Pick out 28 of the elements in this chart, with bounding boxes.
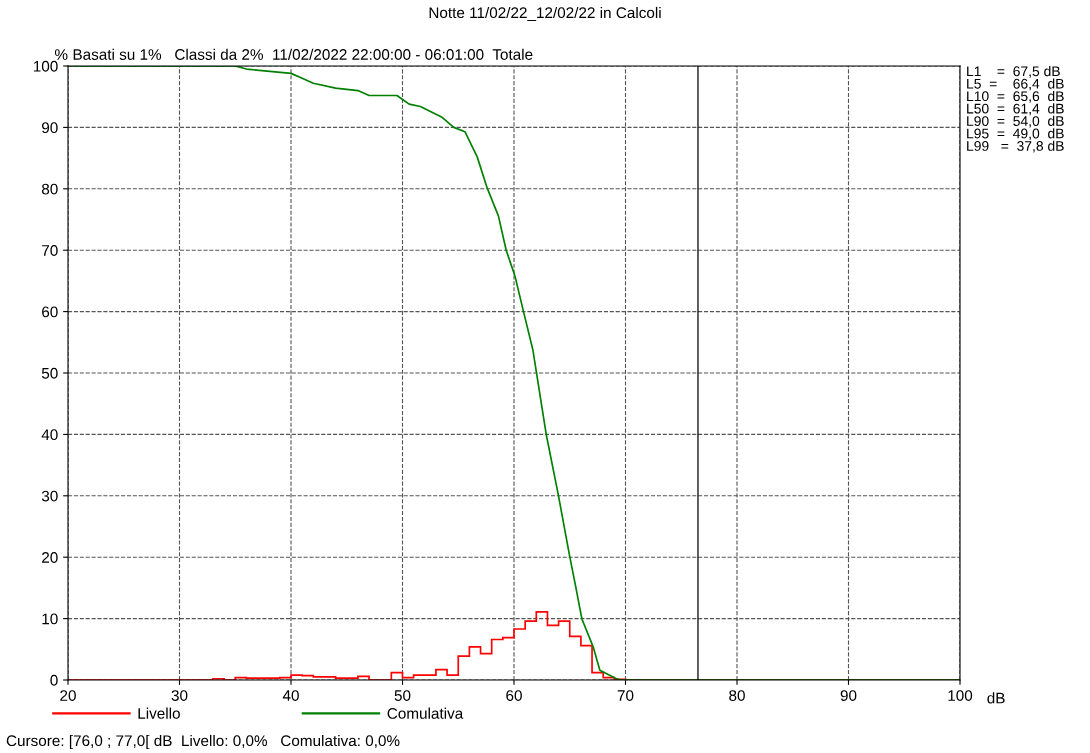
- y-tick-label: 60: [42, 306, 58, 318]
- y-tick-label: 80: [41, 183, 58, 195]
- y-tick-label: 70: [42, 245, 58, 256]
- x-tick-label: 50: [394, 690, 411, 701]
- x-tick-label: 70: [617, 690, 634, 701]
- chart-subtitle: Basati su 1% Classi da 2% 11/02/2022 22:00:00 - 06:01:00 Totale: [73, 48, 533, 60]
- x-tick-label: 40: [282, 690, 299, 701]
- y-tick-label: 10: [42, 613, 58, 625]
- y-tick-label: 90: [42, 122, 58, 134]
- x-tick-label: 30: [171, 690, 188, 701]
- chart-title: Notte 11/02/22_12/02/22 in Calcoli: [429, 6, 661, 21]
- x-tick-label: 60: [506, 690, 522, 701]
- y-tick-label: 30: [41, 490, 58, 502]
- y-axis-title: %: [54, 49, 68, 60]
- y-tick-label: 40: [41, 429, 58, 441]
- legend-label: Comulativa: [387, 707, 464, 719]
- legend-label: Livello: [138, 707, 180, 719]
- y-tick-label: 20: [42, 552, 58, 563]
- x-tick-label: 20: [60, 690, 76, 701]
- text: L1 = 67,5 dB L5 = 66,4 dB L10 = 65,6 dB L50 = 61,4 dB L90 = 54,0 dB L95 = 49,0 dB L99 = 37,8 dB: [967, 66, 1064, 153]
- y-tick-label: 50: [41, 367, 58, 379]
- x-tick-label: 90: [840, 690, 857, 701]
- y-tick-label: 0: [50, 674, 58, 686]
- x-tick-label: 80: [729, 690, 745, 701]
- y-tick-label: 100: [33, 60, 58, 72]
- text: Cursore: [76,0 ; 77,0[ dB Livello: 0,0% Comulativa: 0,0%: [6, 734, 400, 750]
- x-axis-title: dB: [987, 692, 1005, 704]
- x-tick-label: 100: [948, 690, 973, 701]
